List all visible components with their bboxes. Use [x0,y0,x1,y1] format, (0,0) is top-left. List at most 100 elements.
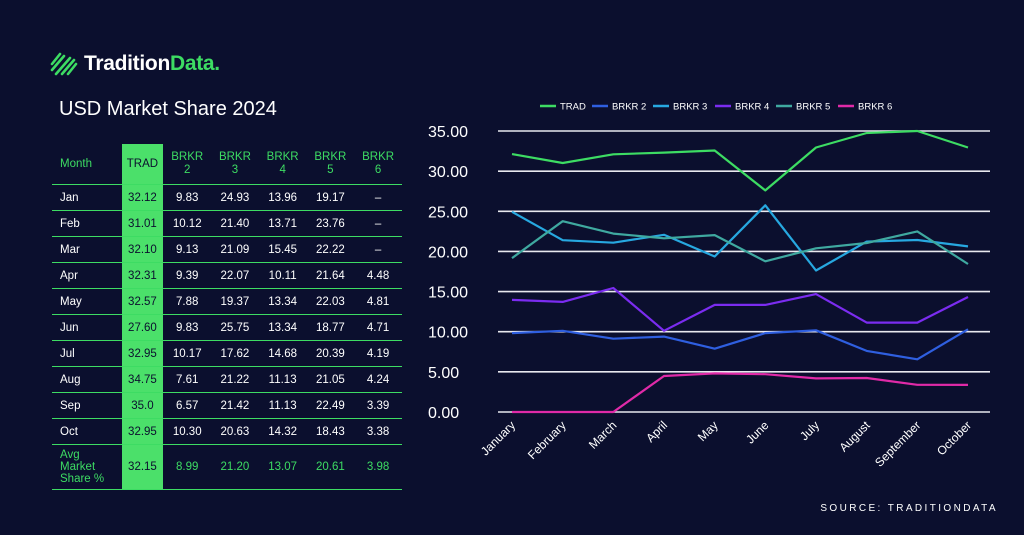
table-cell: 32.57 [121,288,164,315]
y-tick-label: 5.00 [428,365,459,382]
table-cell: 22.49 [306,392,355,419]
table-cell: 11.13 [258,392,307,419]
x-tick-label: February [525,418,569,462]
table-row: Mar 32.10 9.13 21.09 15.45 22.22– [52,236,402,263]
table-cell: 7.61 [163,366,212,393]
y-tick-label: 0.00 [428,405,459,422]
table-cell: 13.71 [258,210,307,237]
logo-icon [50,52,78,76]
table-cell: 35.0 [121,392,164,419]
table-cell: 23.76 [306,210,355,237]
market-share-table: Month TRAD BRKR 2 BRKR 3 BRKR 4 BRKR 5 BRKR 6 Jan 32… [52,144,402,490]
table-cell: 9.13 [163,236,212,263]
table-row: Jan 32.12 9.83 24.93 13.96 19.17– [52,184,402,211]
table-cell: 21.64 [306,262,355,289]
row-month-label: Sep [52,392,122,419]
series-line-brkr-4 [511,286,969,332]
table-cell: 10.30 [163,418,212,445]
legend-label: BRKR 2 [612,102,646,113]
table-cell: 20.39 [306,340,355,367]
column-header: BRKR 3 [211,144,259,185]
table-cell: 19.17 [306,184,355,211]
table-cell: 11.13 [258,366,307,393]
column-header: BRKR 6 [354,144,402,185]
table-cell: 25.75 [211,314,259,341]
x-tick-label: May [695,418,721,444]
table-cell: 22.07 [211,262,259,289]
table-row: Apr 32.31 9.39 22.07 10.11 21.64 4.48 [52,262,402,289]
table-cell: 31.01 [121,210,164,237]
table-cell: 15.45 [258,236,307,263]
source-note: SOURCE: TRADITIONDATA [820,503,998,514]
table-cell: 34.75 [121,366,164,393]
table-cell: 13.34 [258,288,307,315]
x-tick-label: June [743,418,772,447]
row-month-label: May [52,288,122,315]
table-cell: 4.48 [354,262,402,289]
row-month-label: Jul [52,340,122,367]
table-row: Oct 32.95 10.30 20.63 14.32 18.43 3.38 [52,418,402,445]
table-cell: 4.81 [354,288,402,315]
table-body: Jan 32.12 9.83 24.93 13.96 19.17– Feb 31.01 10.1… [52,184,402,490]
column-header: BRKR 4 [258,144,307,185]
row-month-label: Aug [52,366,122,393]
column-header: Month [52,144,122,185]
table-cell: 18.77 [306,314,355,341]
table-cell: 13.96 [258,184,307,211]
legend-label: BRKR 6 [858,102,892,113]
table-header-row: Month TRAD BRKR 2 BRKR 3 BRKR 4 BRKR 5 BRKR 6 [52,144,402,185]
average-row: Avg Market Share % 32.15 8.99 21.20 13.07 20.61… [52,444,402,490]
y-tick-label: 10.00 [428,325,468,342]
series-line-brkr-5 [511,220,969,265]
x-tick-label: January [478,418,518,458]
series-line-trad [511,129,969,192]
table-row: Jul 32.95 10.17 17.62 14.68 20.39 4.19 [52,340,402,367]
column-header: BRKR 5 [306,144,355,185]
table-cell: 32.95 [121,418,164,445]
x-tick-label: September [872,418,923,469]
table-cell: 32.31 [121,262,164,289]
series-line-brkr-6 [512,372,969,414]
table-cell: 20.63 [211,418,259,445]
table-cell: 3.38 [354,418,402,445]
x-tick-label: July [797,418,822,443]
table-row: Sep 35.0 6.57 21.42 11.13 22.49 3.39 [52,392,402,419]
table-cell: 4.19 [354,340,402,367]
table-cell: 7.88 [163,288,212,315]
table-cell: 17.62 [211,340,259,367]
average-row-label: Avg Market Share % [52,444,122,490]
row-month-label: Oct [52,418,122,445]
table-row: Jun 27.60 9.83 25.75 13.34 18.77 4.71 [52,314,402,341]
table-cell: 14.68 [258,340,307,367]
row-month-label: Mar [52,236,122,263]
table-cell: 13.34 [258,314,307,341]
table-cell: 9.83 [163,184,212,211]
page-title: USD Market Share 2024 [59,98,277,120]
average-cell: 32.15 [121,444,164,490]
column-header: TRAD [121,144,164,185]
table-cell: 18.43 [306,418,355,445]
table-cell: 21.22 [211,366,259,393]
average-cell: 20.61 [306,444,355,490]
table-cell: 10.12 [163,210,212,237]
table-cell: 10.11 [258,262,307,289]
market-share-line-chart: 0.00 5.00 10.00 15.00 20.00 25.00 30.00 35.00 Ja… [428,102,990,470]
y-tick-label: 35.00 [428,124,468,141]
legend-label: TRAD [560,102,586,113]
table-row: Aug 34.75 7.61 21.22 11.13 21.05 4.24 [52,366,402,393]
y-tick-label: 25.00 [428,204,468,221]
table-cell: 9.83 [163,314,212,341]
table-cell: 32.10 [121,236,164,263]
average-cell: 13.07 [258,444,307,490]
table-cell: 22.22 [306,236,355,263]
x-tick-label: March [586,418,619,451]
row-month-label: Apr [52,262,122,289]
average-cell: 3.98 [354,444,402,490]
table-cell: 19.37 [211,288,259,315]
table-cell: 21.40 [211,210,259,237]
series-line-brkr-2 [511,328,969,361]
table-row: May 32.57 7.88 19.37 13.34 22.03 4.81 [52,288,402,315]
table-cell: 24.93 [211,184,259,211]
brand-logo: TraditionData. [50,50,220,78]
brand-name-part2: Data. [169,52,220,75]
